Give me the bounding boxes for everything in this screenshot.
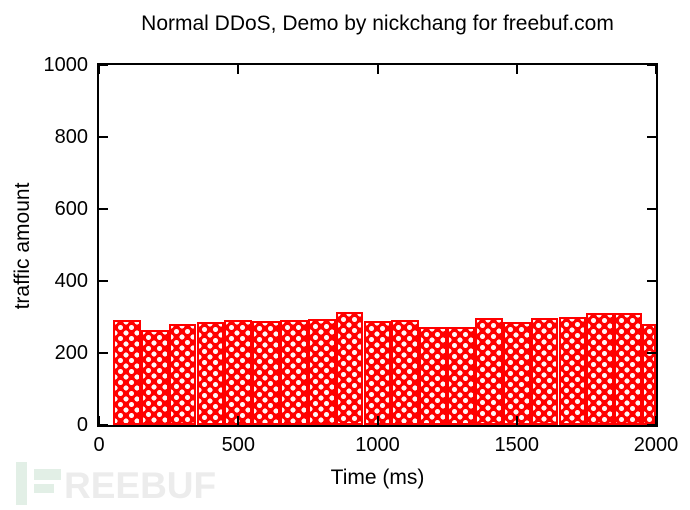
freebuf-watermark: REEBUF [0, 455, 300, 510]
y-tick-right-200 [647, 352, 656, 354]
bar-200ms [140, 329, 169, 425]
bar-1500ms [502, 322, 531, 425]
y-tick-right-600 [647, 208, 656, 210]
x-tick-top-1000 [376, 65, 379, 74]
y-tick-right-0 [647, 424, 656, 425]
x-tick-bottom-0 [99, 416, 100, 425]
y-tick-left-800 [99, 136, 108, 138]
bar-400ms [196, 322, 225, 425]
y-tick-right-800 [647, 136, 656, 138]
bar-1200ms [419, 327, 448, 425]
y-tick-left-1000 [99, 65, 108, 66]
bar-1100ms [391, 319, 420, 425]
y-tick-right-1000 [647, 65, 656, 66]
y-axis-title: traffic amount [11, 182, 34, 310]
x-tick-label-2000: 2000 [633, 434, 679, 456]
bar-1000ms [363, 321, 392, 425]
y-tick-label-800: 800 [54, 126, 88, 148]
x-tick-top-2000 [655, 65, 656, 74]
x-axis-title: Time (ms) [330, 466, 425, 489]
y-tick-label-400: 400 [54, 270, 88, 292]
chart-title: Normal DDoS, Demo by nickchang for freeb… [141, 12, 614, 35]
bar-1900ms [614, 312, 642, 425]
x-tick-bottom-500 [237, 416, 240, 425]
y-tick-left-0 [99, 424, 108, 425]
x-tick-top-0 [99, 65, 100, 74]
plot-area [99, 65, 656, 425]
bar-100ms [112, 319, 141, 425]
bar-900ms [335, 312, 364, 425]
watermark-text: REEBUF [64, 465, 217, 506]
bar-700ms [280, 319, 308, 425]
y-tick-label-1000: 1000 [43, 54, 89, 76]
bar-800ms [307, 319, 336, 425]
y-tick-label-600: 600 [54, 198, 88, 220]
x-tick-label-1000: 1000 [355, 434, 400, 456]
x-tick-bottom-1000 [376, 416, 379, 425]
x-tick-label-0: 0 [93, 434, 105, 456]
x-tick-label-500: 500 [221, 434, 255, 456]
y-tick-label-200: 200 [54, 342, 88, 364]
y-tick-left-200 [99, 352, 108, 354]
x-tick-top-500 [237, 65, 240, 74]
bar-1800ms [586, 313, 615, 425]
bar-2000ms [642, 323, 656, 425]
bar-300ms [168, 324, 197, 425]
y-tick-left-400 [99, 280, 108, 282]
watermark-logo-f-top-icon [34, 469, 61, 480]
bar-1300ms [447, 327, 475, 425]
x-tick-bottom-1500 [515, 416, 518, 425]
bar-1400ms [475, 318, 503, 425]
bar-600ms [252, 321, 280, 425]
bar-1600ms [530, 317, 559, 425]
plot-frame [97, 63, 658, 427]
x-tick-bottom-2000 [655, 416, 656, 425]
y-tick-right-400 [647, 280, 656, 282]
watermark-logo-bar-icon [16, 462, 27, 505]
x-tick-label-1500: 1500 [494, 434, 540, 456]
watermark-logo-f-mid-icon [34, 484, 54, 493]
bar-500ms [224, 319, 253, 425]
y-tick-left-600 [99, 208, 108, 210]
x-tick-top-1500 [515, 65, 518, 74]
bar-1700ms [558, 317, 587, 425]
y-tick-label-0: 0 [76, 414, 88, 436]
